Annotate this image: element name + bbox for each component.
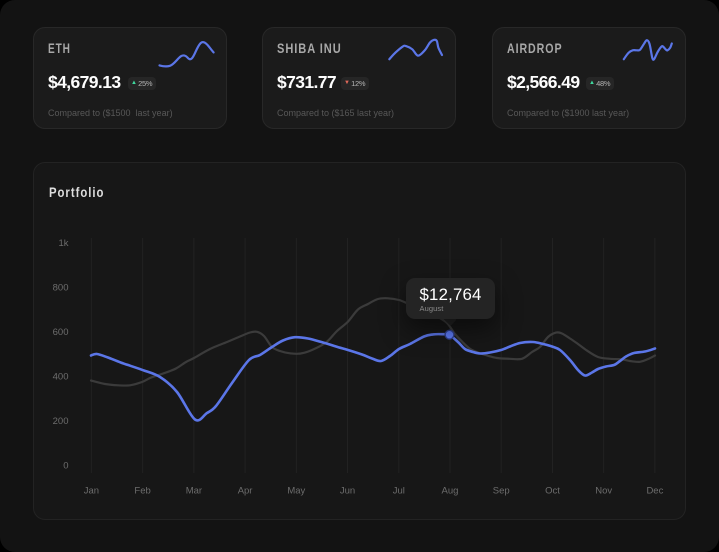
svg-text:Oct: Oct [545, 486, 560, 497]
svg-text:Jan: Jan [84, 486, 99, 497]
svg-text:400: 400 [53, 371, 69, 382]
svg-text:Feb: Feb [134, 486, 150, 497]
svg-text:Jul: Jul [393, 486, 405, 497]
svg-text:Dec: Dec [646, 486, 663, 497]
svg-text:600: 600 [53, 327, 69, 338]
svg-text:Jun: Jun [340, 486, 355, 497]
svg-text:Nov: Nov [595, 486, 612, 497]
svg-text:1k: 1k [58, 238, 68, 249]
svg-text:Sep: Sep [493, 486, 510, 497]
svg-text:May: May [287, 486, 305, 497]
svg-text:Aug: Aug [442, 486, 459, 497]
svg-text:Apr: Apr [238, 486, 253, 497]
svg-text:200: 200 [53, 416, 69, 427]
svg-text:0: 0 [63, 461, 68, 472]
svg-text:Mar: Mar [186, 486, 202, 497]
svg-text:800: 800 [53, 282, 69, 293]
